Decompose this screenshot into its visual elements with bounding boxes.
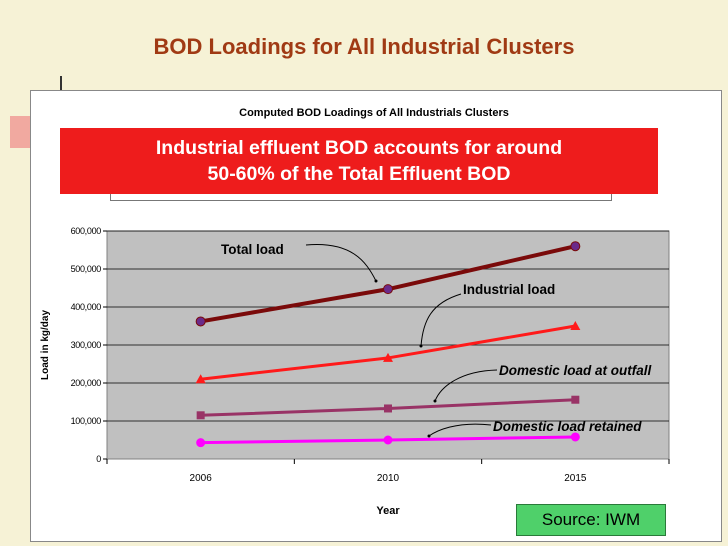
y-tick-label: 500,000 [71,264,102,274]
annotation-arrow [420,293,462,347]
data-point [570,321,581,330]
callout-shadow [110,190,612,201]
data-point [571,395,580,404]
annotation-arrowhead [427,434,431,438]
data-point [196,438,206,448]
data-point [570,432,580,442]
x-tick-label: 2010 [377,473,400,484]
x-tick-label: 2006 [190,473,213,484]
data-point [383,352,393,362]
annotation-label: Total load [221,242,284,257]
data-point [195,374,206,384]
source-label: Source: IWM [516,504,666,536]
annotation-arrow [305,243,377,282]
callout-box: Industrial effluent BOD accounts for aro… [60,128,658,194]
annotation-arrowhead [433,399,437,403]
bod-line-chart: Computed BOD Loadings of All Industrials… [40,107,670,517]
y-axis-label: Load in kg/day [40,310,51,380]
slide-title: BOD Loadings for All Industrial Clusters [153,34,575,59]
y-tick-label: 600,000 [71,226,102,236]
background-tick [60,76,62,90]
data-point [195,316,206,327]
annotation-label: Industrial load [463,282,555,297]
data-point [570,241,581,252]
x-tick-label: 2015 [564,473,587,484]
y-tick-label: 200,000 [71,378,102,388]
annotation-label: Domestic load retained [493,419,642,434]
annotation-arrowhead [374,279,378,283]
data-point [383,435,393,445]
chart-title: Computed BOD Loadings of All Industrials… [239,107,509,119]
background-decoration [10,116,32,148]
callout-line-1: Industrial effluent BOD accounts for aro… [155,137,563,159]
y-tick-label: 300,000 [71,340,102,350]
y-tick-label: 100,000 [71,416,102,426]
data-point [384,404,392,413]
data-point [196,411,205,420]
annotation-arrow [434,369,498,402]
annotation-arrow [428,423,492,437]
annotation-arrowhead [419,344,423,348]
y-tick-label: 400,000 [71,302,102,312]
x-axis-label: Year [376,505,400,517]
y-tick-label: 0 [96,454,101,464]
callout-line-2: 50-60% of the Total Effluent BOD [207,163,511,185]
data-point [383,284,393,295]
annotation-label: Domestic load at outfall [499,363,652,378]
